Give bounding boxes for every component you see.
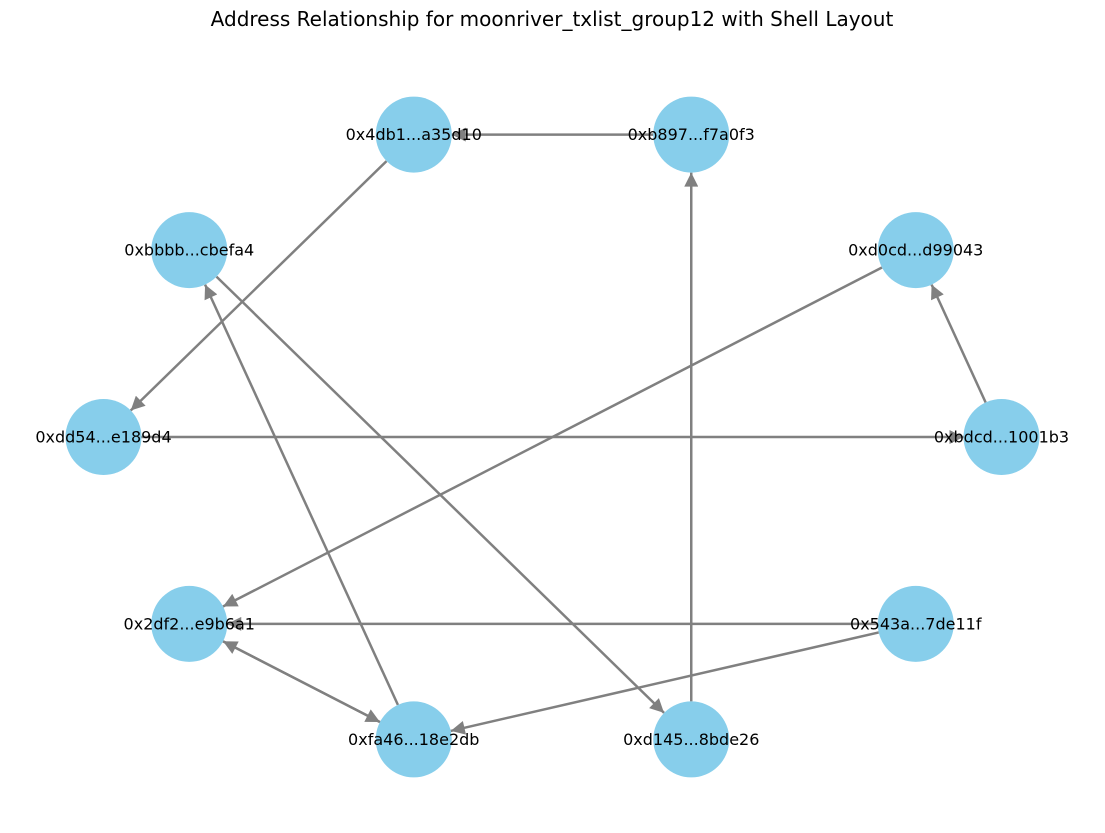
edges-layer bbox=[129, 127, 987, 735]
node-n2[interactable] bbox=[151, 212, 228, 289]
node-label-n6: 0xd145...8bde26 bbox=[623, 730, 759, 749]
node-label-n7: 0x543a...7de11f bbox=[850, 614, 982, 633]
node-label-n1: 0x4db1...a35d10 bbox=[346, 125, 482, 144]
node-label-n8: 0xbdcd...1001b3 bbox=[934, 428, 1069, 447]
node-n0[interactable] bbox=[653, 96, 730, 173]
edge-n5-n2 bbox=[203, 284, 400, 706]
node-n3[interactable] bbox=[65, 399, 142, 475]
node-n4[interactable] bbox=[151, 585, 228, 662]
node-n5[interactable] bbox=[375, 701, 452, 778]
edge-n9-n4 bbox=[222, 266, 883, 608]
node-n9[interactable] bbox=[877, 212, 954, 289]
edge-n7-n5 bbox=[450, 631, 879, 735]
edge-n8-n9 bbox=[930, 284, 987, 403]
node-label-n5: 0xfa46...18e2db bbox=[348, 730, 479, 749]
edge-n1-n3 bbox=[129, 160, 388, 412]
nodes-layer bbox=[65, 96, 1040, 778]
node-n7[interactable] bbox=[877, 585, 954, 662]
node-label-n2: 0xbbbb...cbefa4 bbox=[124, 241, 254, 260]
node-label-n9: 0xd0cd...d99043 bbox=[848, 241, 983, 260]
labels-layer: 0xb897...f7a0f3 0x4db1...a35d10 0xbbbb...c… bbox=[35, 125, 1069, 749]
node-n8[interactable] bbox=[963, 399, 1040, 475]
node-n1[interactable] bbox=[375, 96, 452, 173]
node-n6[interactable] bbox=[653, 701, 730, 778]
node-label-n4: 0x2df2...e9b6a1 bbox=[124, 614, 255, 633]
graph-title: Address Relationship for moonriver_txlis… bbox=[211, 7, 894, 31]
edge-n5-n4 bbox=[222, 640, 381, 724]
node-label-n0: 0xb897...f7a0f3 bbox=[628, 125, 755, 144]
node-label-n3: 0xdd54...e189d4 bbox=[35, 428, 171, 447]
